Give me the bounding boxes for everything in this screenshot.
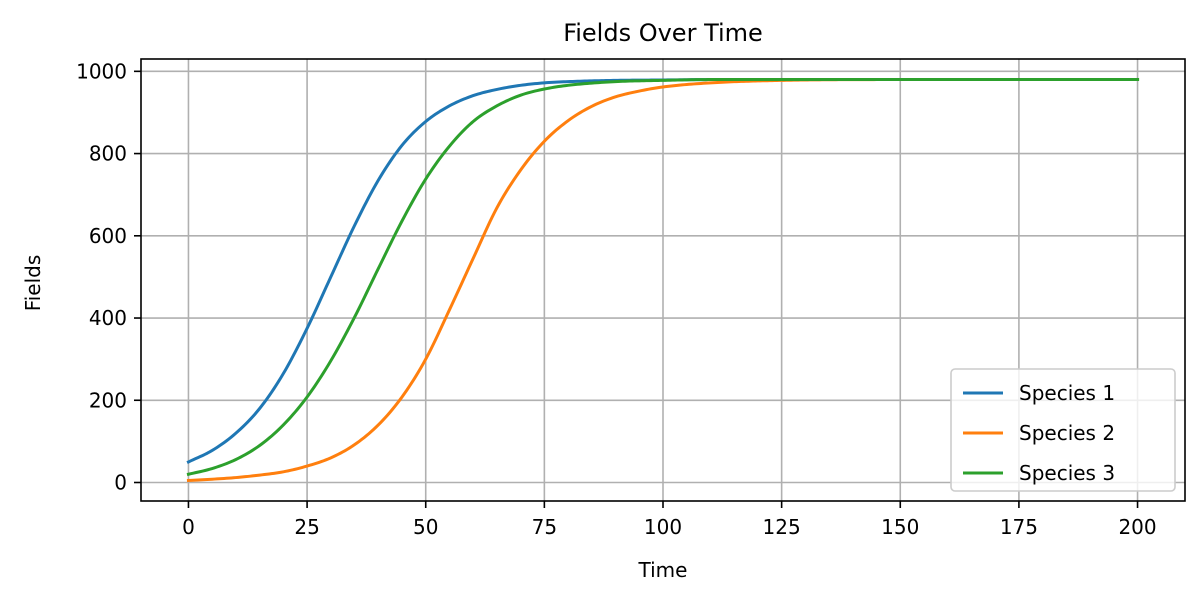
y-tick-label: 1000: [76, 59, 127, 83]
x-tick-label: 50: [413, 515, 438, 539]
x-tick-label: 200: [1118, 515, 1156, 539]
series-lines: [186, 78, 1140, 483]
x-tick-label: 125: [763, 515, 801, 539]
y-tick-label: 400: [89, 306, 127, 330]
legend-label: Species 3: [1019, 461, 1115, 485]
y-tick-label: 0: [114, 470, 127, 494]
chart-title: Fields Over Time: [563, 19, 763, 47]
x-tick-label: 25: [294, 515, 319, 539]
legend-label: Species 1: [1019, 381, 1115, 405]
y-tick-label: 800: [89, 142, 127, 166]
series-line-3: [186, 78, 1140, 477]
y-axis-label: Fields: [21, 255, 45, 312]
legend-frame: [950, 368, 1176, 492]
legend: Species 1 Species 2 Species 3: [950, 368, 1176, 492]
x-axis-label: Time: [638, 558, 688, 582]
x-tick-label: 100: [644, 515, 682, 539]
x-tick-label: 150: [881, 515, 919, 539]
x-tick-label: 175: [1000, 515, 1038, 539]
y-axis-ticks: 0 200 400 600 800 1000: [76, 59, 141, 494]
x-axis-ticks: 0 25 50 75 100 125 150 175 200: [182, 501, 1157, 539]
x-tick-label: 75: [532, 515, 557, 539]
x-tick-label: 0: [182, 515, 195, 539]
y-tick-label: 600: [89, 224, 127, 248]
y-tick-label: 200: [89, 388, 127, 412]
legend-label: Species 2: [1019, 421, 1115, 445]
